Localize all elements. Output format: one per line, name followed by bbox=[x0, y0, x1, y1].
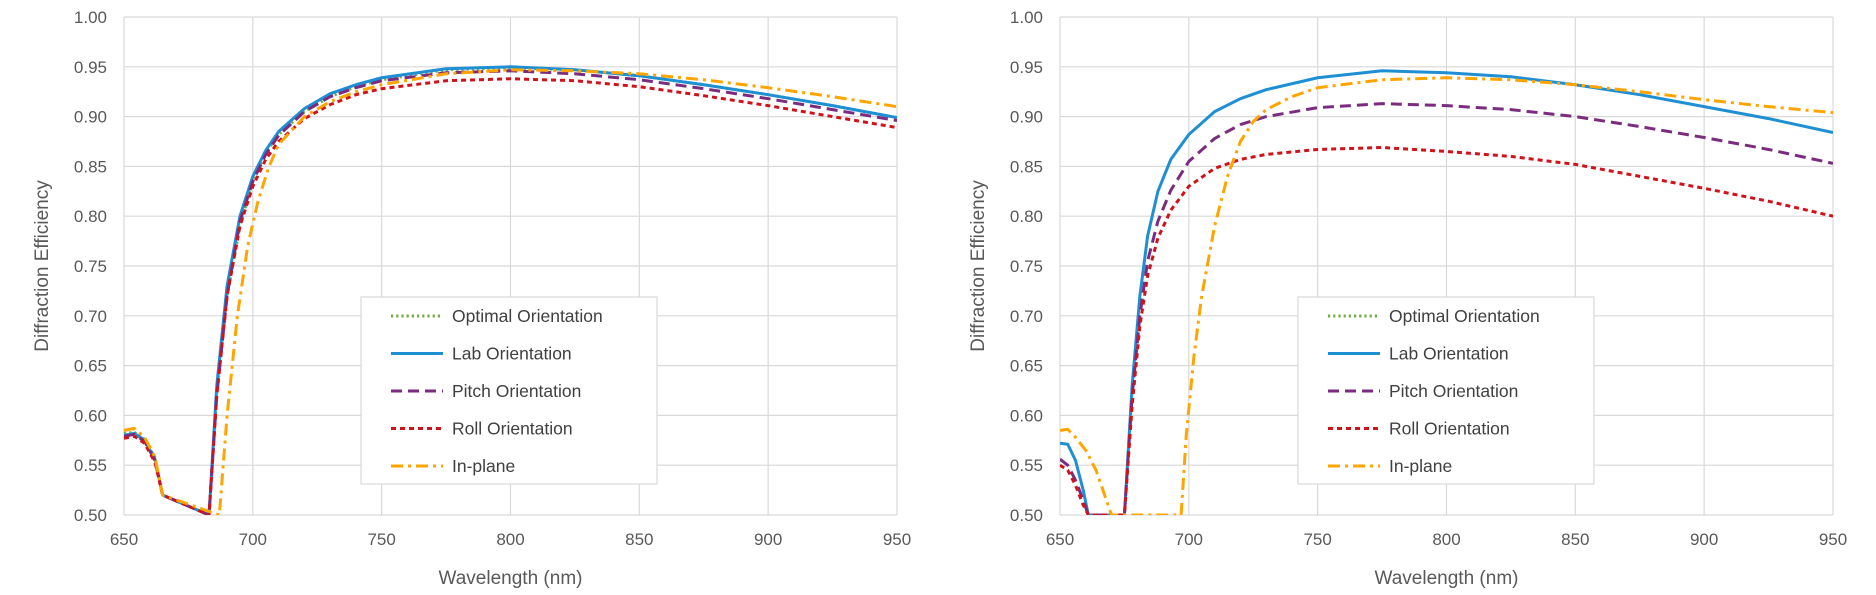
y-tick-label: 0.60 bbox=[74, 406, 107, 425]
y-tick-label: 0.90 bbox=[1010, 108, 1043, 127]
tick-labels: 0.50 0.55 0.60 0.65 0.70 0.75 0.80 0.85 0.90 0.95… bbox=[1010, 8, 1847, 549]
series-lines bbox=[124, 65, 897, 515]
y-tick-label: 1.00 bbox=[74, 8, 107, 27]
y-tick-label: 1.00 bbox=[1010, 8, 1043, 27]
x-tick-label: 800 bbox=[496, 530, 524, 549]
legend: Optimal Orientation Lab Orientation Pitch … bbox=[1297, 296, 1595, 485]
y-tick-label: 0.75 bbox=[74, 257, 107, 276]
y-tick-label: 0.55 bbox=[1010, 456, 1043, 475]
series-lines bbox=[1060, 69, 1833, 515]
y-tick-label: 0.65 bbox=[1010, 357, 1043, 376]
y-tick-label: 0.95 bbox=[1010, 58, 1043, 77]
x-tick-label: 900 bbox=[754, 530, 782, 549]
x-tick-label: 950 bbox=[1819, 530, 1847, 549]
y-tick-label: 0.60 bbox=[1010, 406, 1043, 425]
legend-label: Lab Orientation bbox=[452, 344, 572, 364]
legend-label: Lab Orientation bbox=[1389, 344, 1509, 364]
x-tick-label: 750 bbox=[367, 530, 395, 549]
y-tick-label: 0.70 bbox=[74, 307, 107, 326]
y-tick-label: 0.85 bbox=[1010, 157, 1043, 176]
legend-label: Roll Orientation bbox=[452, 419, 573, 439]
legend-label: Pitch Orientation bbox=[1389, 381, 1518, 401]
y-tick-label: 0.50 bbox=[1010, 506, 1043, 525]
x-tick-label: 700 bbox=[239, 530, 267, 549]
x-tick-label: 900 bbox=[1690, 530, 1718, 549]
series-line-in-plane bbox=[124, 68, 897, 515]
x-tick-label: 750 bbox=[1303, 530, 1331, 549]
y-tick-label: 0.65 bbox=[74, 357, 107, 376]
x-tick-label: 650 bbox=[110, 530, 138, 549]
x-axis-label: Wavelength (nm) bbox=[1375, 568, 1519, 589]
x-tick-label: 950 bbox=[883, 530, 911, 549]
legend-label: Optimal Orientation bbox=[1389, 306, 1540, 326]
chart-left: 0.50 0.55 0.60 0.65 0.70 0.75 0.80 0.85 0.90 0.95… bbox=[32, 8, 911, 589]
legend: Optimal Orientation Lab Orientation Pitch … bbox=[360, 296, 658, 485]
x-tick-label: 850 bbox=[625, 530, 653, 549]
x-tick-label: 700 bbox=[1175, 530, 1203, 549]
legend-label: Roll Orientation bbox=[1389, 419, 1510, 439]
x-tick-label: 650 bbox=[1046, 530, 1074, 549]
legend-label: Optimal Orientation bbox=[452, 306, 603, 326]
series-line-roll-orientation bbox=[1060, 145, 1833, 515]
legend-label: In-plane bbox=[452, 456, 515, 476]
y-axis-label: Diffraction Efficiency bbox=[968, 180, 989, 352]
y-tick-label: 0.55 bbox=[74, 456, 107, 475]
y-tick-label: 0.90 bbox=[74, 108, 107, 127]
y-tick-label: 0.70 bbox=[1010, 307, 1043, 326]
series-line-in-plane bbox=[1060, 76, 1833, 515]
legend-label: In-plane bbox=[1389, 456, 1452, 476]
x-tick-label: 850 bbox=[1561, 530, 1589, 549]
y-tick-label: 0.85 bbox=[74, 157, 107, 176]
gridlines bbox=[1059, 16, 1834, 516]
y-tick-label: 0.95 bbox=[74, 58, 107, 77]
chart-right: 0.50 0.55 0.60 0.65 0.70 0.75 0.80 0.85 0.90 0.95… bbox=[968, 8, 1847, 589]
x-tick-label: 800 bbox=[1432, 530, 1460, 549]
x-axis-label: Wavelength (nm) bbox=[439, 568, 583, 589]
tick-labels: 0.50 0.55 0.60 0.65 0.70 0.75 0.80 0.85 0.90 0.95… bbox=[74, 8, 911, 549]
y-tick-label: 0.80 bbox=[74, 207, 107, 226]
legend-label: Pitch Orientation bbox=[452, 381, 581, 401]
y-axis-label: Diffraction Efficiency bbox=[32, 180, 53, 352]
y-tick-label: 0.50 bbox=[74, 506, 107, 525]
y-tick-label: 0.75 bbox=[1010, 257, 1043, 276]
y-tick-label: 0.80 bbox=[1010, 207, 1043, 226]
